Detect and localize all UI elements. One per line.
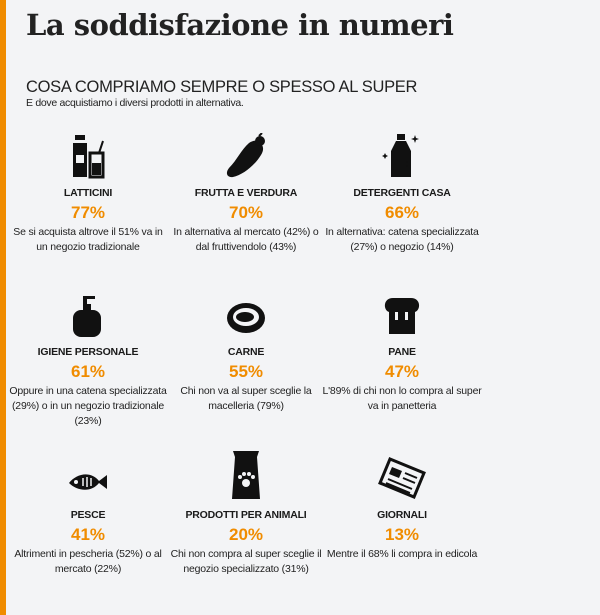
item-label: DETERGENTI CASA [353,187,451,199]
item-pane: PANE 47% L'89% di chi non lo compra al s… [322,292,482,414]
item-label: IGIENE PERSONALE [37,346,139,358]
item-label: CARNE [227,346,265,358]
item-description: Mentre il 68% li compra in edicola [326,548,478,560]
item-label: PESCE [70,509,106,521]
item-description: Altrimenti in pescheria (52%) o al merca… [14,548,162,575]
item-label: PANE [388,346,416,358]
item-percent: 61% [70,362,106,381]
page-title: La soddisfazione in numeri [26,8,454,42]
item-frutta-verdura: FRUTTA E VERDURA 70% In alternativa al m… [166,133,326,255]
item-pesce: PESCE 41% Altrimenti in pescheria (52%) … [8,455,168,577]
item-description: Se si acquista altrove il 51% va in un n… [13,226,163,253]
pet-food-bag-icon [166,451,326,501]
item-percent: 20% [228,525,264,544]
item-carne: CARNE 55% Chi non va al super sceglie la… [166,292,326,414]
item-igiene-personale: IGIENE PERSONALE 61% Oppure in una caten… [8,292,168,429]
item-percent: 66% [384,203,420,222]
item-description: Chi non compra al super sceglie il negoz… [170,548,322,575]
accent-bar [0,0,6,615]
section-title: COSA COMPRIAMO SEMPRE O SPESSO AL SUPER [26,78,418,96]
item-description: In alternativa: catena specializzata (27… [325,226,479,253]
item-latticini: LATTICINI 77% Se si acquista altrove il … [8,133,168,255]
milk-bottle-glass-icon [8,133,168,179]
item-percent: 13% [384,525,420,544]
newspaper-icon [322,455,482,501]
item-giornali: GIORNALI 13% Mentre il 68% li compra in … [322,455,482,562]
item-percent: 47% [384,362,420,381]
item-label: FRUTTA E VERDURA [194,187,298,199]
detergent-bottle-icon [322,133,482,179]
item-prodotti-animali: PRODOTTI PER ANIMALI 20% Chi non compra … [166,451,326,577]
soap-dispenser-icon [8,292,168,338]
item-percent: 55% [228,362,264,381]
item-description: Oppure in una catena specializzata (29%)… [9,385,167,427]
item-percent: 77% [70,203,106,222]
item-label: LATTICINI [63,187,113,199]
item-percent: 41% [70,525,106,544]
item-percent: 70% [228,203,264,222]
item-description: Chi non va al super sceglie la macelleri… [180,385,312,412]
item-description: In alternativa al mercato (42%) o dal fr… [173,226,319,253]
steak-icon [166,292,326,338]
section-intro: E dove acquistiamo i diversi prodotti in… [26,97,244,109]
eggplant-icon [166,133,326,179]
fish-icon [8,455,168,501]
bread-icon [322,292,482,338]
item-description: L'89% di chi non lo compra al super va i… [322,385,482,412]
item-label: GIORNALI [377,509,427,521]
item-detergenti-casa: DETERGENTI CASA 66% In alternativa: cate… [322,133,482,255]
item-label: PRODOTTI PER ANIMALI [185,509,307,521]
